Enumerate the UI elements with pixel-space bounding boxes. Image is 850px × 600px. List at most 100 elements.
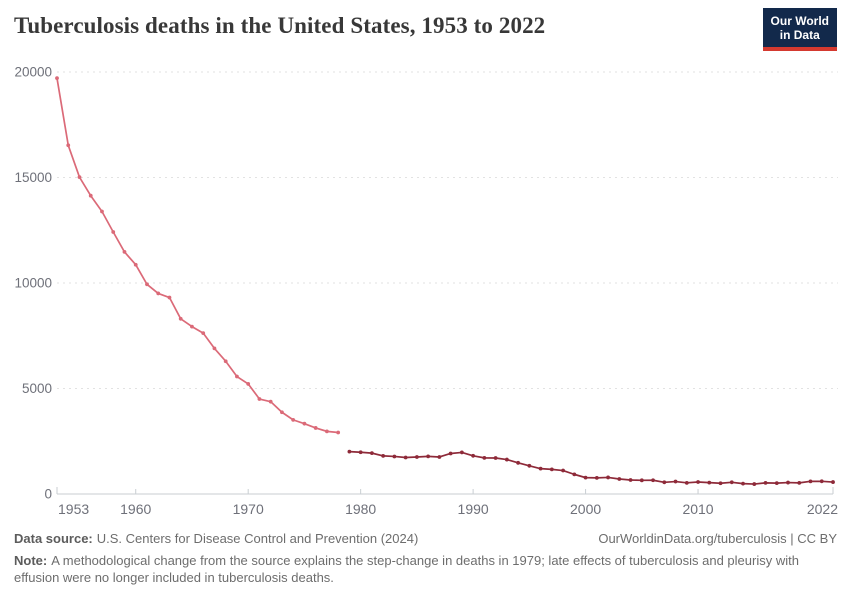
data-point[interactable] — [617, 477, 622, 481]
data-point[interactable] — [369, 451, 374, 456]
y-tick-label: 15000 — [14, 170, 52, 185]
y-tick-label: 0 — [44, 487, 52, 502]
data-point[interactable] — [223, 359, 228, 364]
data-point[interactable] — [302, 421, 307, 426]
series-line[interactable] — [56, 78, 339, 434]
y-tick-label: 5000 — [22, 381, 52, 396]
data-point[interactable] — [662, 480, 667, 485]
data-source-label: Data source: — [14, 531, 93, 546]
series-0[interactable] — [55, 76, 341, 435]
footnote: Note: A methodological change from the so… — [14, 552, 814, 586]
data-point[interactable] — [347, 449, 352, 454]
data-point[interactable] — [493, 456, 498, 460]
y-tick-label: 10000 — [14, 276, 52, 291]
data-point[interactable] — [561, 468, 565, 473]
data-source: Data source: U.S. Centers for Disease Con… — [14, 531, 418, 546]
data-point[interactable] — [88, 193, 93, 198]
data-point[interactable] — [100, 209, 104, 214]
data-point[interactable] — [268, 399, 273, 404]
data-point[interactable] — [628, 478, 633, 482]
data-point[interactable] — [752, 482, 757, 486]
data-point[interactable] — [572, 472, 577, 477]
data-point[interactable] — [66, 143, 71, 148]
data-point[interactable] — [673, 479, 678, 484]
data-point[interactable] — [741, 481, 745, 486]
data-point[interactable] — [336, 430, 341, 435]
x-tick-label: 1953 — [58, 501, 89, 517]
data-point[interactable] — [212, 346, 217, 351]
data-point[interactable] — [392, 454, 397, 459]
data-point[interactable] — [448, 451, 453, 456]
series-1[interactable] — [347, 449, 835, 486]
data-point[interactable] — [313, 426, 318, 430]
data-point[interactable] — [190, 324, 194, 329]
data-point[interactable] — [437, 455, 442, 459]
data-point[interactable] — [831, 480, 835, 484]
data-point[interactable] — [291, 417, 296, 422]
data-point[interactable] — [808, 479, 813, 484]
data-point[interactable] — [797, 481, 802, 485]
data-point[interactable] — [684, 480, 689, 485]
data-point[interactable] — [651, 478, 655, 483]
x-tick-label: 1970 — [233, 501, 264, 517]
data-point[interactable] — [774, 481, 779, 486]
data-point[interactable] — [459, 450, 464, 455]
data-point[interactable] — [325, 429, 329, 434]
data-point[interactable] — [156, 291, 161, 296]
data-point[interactable] — [426, 454, 431, 459]
data-point[interactable] — [77, 175, 82, 180]
data-point[interactable] — [201, 331, 206, 336]
logo-line-1: Our World — [770, 14, 829, 28]
data-point[interactable] — [718, 481, 723, 486]
x-tick-label: 1980 — [345, 501, 376, 517]
data-source-text: U.S. Centers for Disease Control and Pre… — [96, 531, 419, 546]
x-tick-label: 1960 — [120, 501, 151, 517]
data-point[interactable] — [516, 460, 521, 465]
data-point[interactable] — [606, 475, 610, 480]
chart-title: Tuberculosis deaths in the United States… — [14, 13, 546, 38]
data-point[interactable] — [471, 453, 476, 458]
x-tick-label: 2022 — [807, 501, 838, 517]
data-point[interactable] — [482, 455, 487, 460]
data-point[interactable] — [178, 316, 183, 321]
x-tick-label: 2010 — [682, 501, 713, 517]
owid-logo[interactable]: Our World in Data — [762, 8, 837, 51]
data-point[interactable] — [280, 410, 284, 415]
data-point[interactable] — [358, 450, 363, 455]
data-point[interactable] — [696, 480, 700, 484]
data-point[interactable] — [111, 230, 116, 234]
data-point[interactable] — [381, 453, 386, 458]
data-point[interactable] — [145, 282, 149, 287]
data-point[interactable] — [167, 295, 172, 300]
y-tick-label: 20000 — [14, 65, 52, 80]
x-tick-label: 1990 — [458, 501, 489, 517]
x-tick-label: 2000 — [570, 501, 601, 517]
data-point[interactable] — [133, 262, 138, 267]
line-chart[interactable]: 0 5000 10000 15000 20000 1953 1960 1970 1980 1990… — [0, 60, 850, 530]
data-point[interactable] — [235, 374, 239, 379]
data-point[interactable] — [583, 475, 588, 480]
attribution-link[interactable]: OurWorldinData.org/tuberculosis | CC BY — [598, 531, 837, 546]
footnote-text: A methodological change from the source … — [14, 553, 799, 585]
data-point[interactable] — [549, 467, 554, 472]
data-point[interactable] — [122, 249, 127, 254]
series-line[interactable] — [349, 450, 834, 485]
data-point[interactable] — [786, 480, 790, 485]
data-point[interactable] — [246, 382, 251, 386]
data-point[interactable] — [527, 463, 532, 468]
data-point[interactable] — [414, 455, 419, 459]
data-point[interactable] — [707, 480, 712, 485]
data-point[interactable] — [55, 76, 59, 81]
data-point[interactable] — [594, 475, 599, 480]
data-point[interactable] — [403, 455, 408, 460]
data-point[interactable] — [257, 397, 262, 401]
logo-line-2: in Data — [779, 28, 820, 43]
footer-source-row: Data source: U.S. Centers for Disease Con… — [14, 531, 837, 546]
data-point[interactable] — [639, 478, 644, 483]
data-point[interactable] — [763, 480, 768, 485]
data-point[interactable] — [819, 479, 824, 484]
data-point[interactable] — [729, 480, 734, 485]
data-point[interactable] — [538, 466, 543, 471]
data-point[interactable] — [504, 457, 509, 462]
footnote-label: Note: — [14, 553, 48, 568]
